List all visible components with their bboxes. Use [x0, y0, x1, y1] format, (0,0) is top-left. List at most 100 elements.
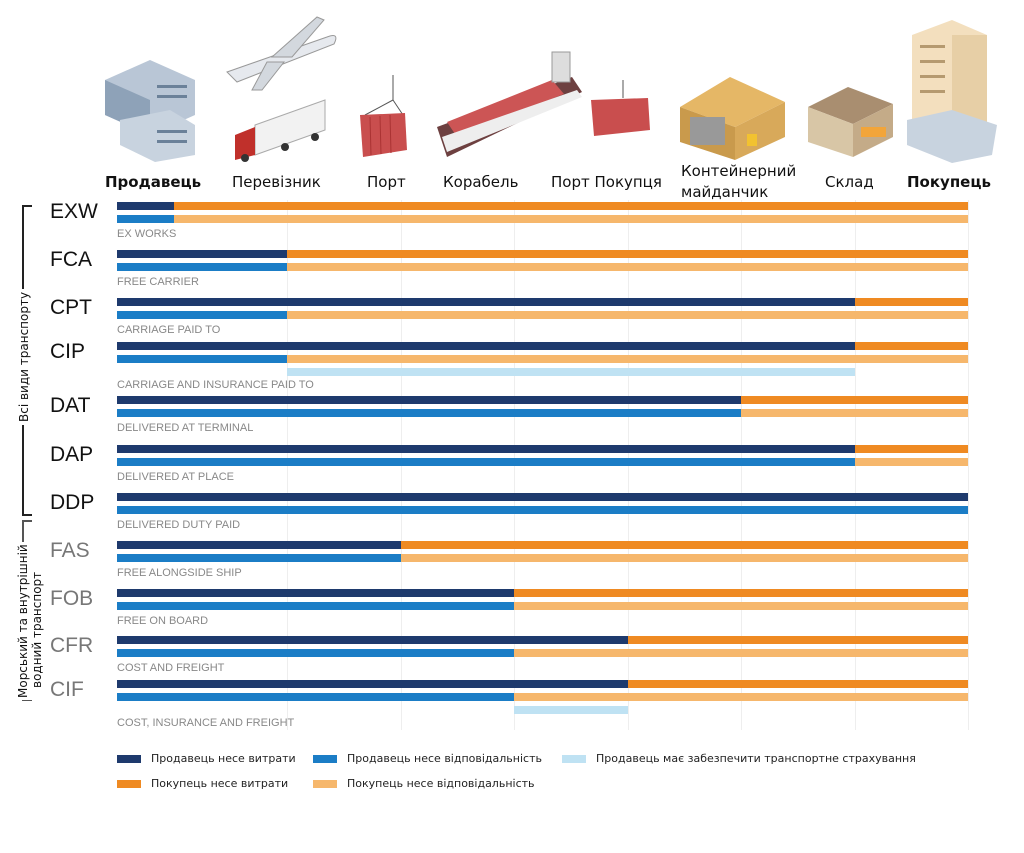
seller-risk-bar	[117, 506, 968, 514]
seller-risk-bar	[117, 263, 288, 271]
stage-label: Покупець	[907, 173, 991, 191]
term-name: COST, INSURANCE AND FREIGHT	[117, 717, 295, 729]
term-name: CARRIAGE AND INSURANCE PAID TO	[117, 379, 314, 391]
buyer-risk-bar	[173, 215, 968, 223]
buyer-cost-bar	[287, 250, 968, 258]
insurance-bar	[287, 368, 855, 376]
airplane-icon	[226, 16, 337, 91]
term-name: DELIVERED AT TERMINAL	[117, 422, 254, 434]
swatch-buyer-risk	[313, 779, 337, 788]
term-code: CIF	[50, 678, 84, 701]
seller-risk-bar	[117, 649, 515, 657]
buyer-cost-bar	[514, 589, 968, 597]
stage-label: Склад	[825, 173, 874, 191]
truck-icon	[235, 99, 326, 162]
sea-label-line2: водний транспорт	[30, 571, 44, 688]
term-name: DELIVERED DUTY PAID	[117, 519, 241, 531]
seller-risk-bar	[117, 215, 174, 223]
cargo-ship-icon	[437, 51, 582, 157]
seller-risk-bar	[117, 458, 855, 466]
seller-risk-bar	[117, 355, 288, 363]
swatch-insurance	[562, 754, 586, 763]
seller-risk-bar	[117, 409, 742, 417]
legend-label: Покупець несе відповідальність	[347, 777, 535, 790]
term-code: EXW	[50, 200, 98, 223]
term-name: COST AND FREIGHT	[117, 662, 225, 674]
seller-building-icon	[105, 60, 195, 162]
legend-buyer-cost: Покупець несе витрати	[117, 777, 288, 790]
seller-cost-bar	[117, 202, 174, 210]
seller-risk-bar	[117, 554, 401, 562]
stage-label: Порт Покупця	[551, 173, 662, 191]
buyer-cost-bar	[854, 445, 968, 453]
stage-label: Порт	[367, 173, 406, 191]
insurance-bar	[514, 706, 628, 714]
buyer-port-container-icon	[591, 80, 650, 136]
container-yard-icon	[680, 77, 785, 160]
buyer-cost-bar	[627, 636, 968, 644]
legend-label: Покупець несе витрати	[151, 777, 289, 790]
seller-cost-bar	[117, 342, 855, 350]
legend-label: Продавець несе витрати	[151, 752, 296, 765]
term-code: FAS	[50, 539, 90, 562]
buyer-cost-bar	[854, 342, 968, 350]
buyer-risk-bar	[854, 458, 968, 466]
sea-label-line1: Морський та внутрішній	[16, 544, 30, 698]
port-container-icon	[360, 75, 407, 157]
buyer-risk-bar	[287, 311, 968, 319]
seller-risk-bar	[117, 311, 288, 319]
buyer-risk-bar	[287, 355, 968, 363]
term-name: CARRIAGE PAID TO	[117, 324, 221, 336]
legend-seller-risk: Продавець несе відповідальність	[313, 752, 542, 765]
stage-label: Продавець	[105, 173, 202, 191]
all-transport-label: Всі види транспорту	[17, 288, 31, 425]
term-code: DDP	[50, 491, 95, 514]
buyer-cost-bar	[400, 541, 968, 549]
seller-cost-bar	[117, 250, 288, 258]
buyer-risk-bar	[400, 554, 968, 562]
legend-seller-cost: Продавець несе витрати	[117, 752, 296, 765]
term-name: FREE ALONGSIDE SHIP	[117, 567, 242, 579]
seller-cost-bar	[117, 396, 742, 404]
seller-risk-bar	[117, 602, 515, 610]
buyer-cost-bar	[627, 680, 968, 688]
term-code: DAT	[50, 394, 91, 417]
stage-label: Корабель	[443, 173, 519, 191]
legend-buyer-risk: Покупець несе відповідальність	[313, 777, 535, 790]
legend-label: Продавець несе відповідальність	[347, 752, 542, 765]
buyer-risk-bar	[514, 693, 968, 701]
buyer-risk-bar	[741, 409, 968, 417]
seller-cost-bar	[117, 589, 515, 597]
buyer-risk-bar	[514, 602, 968, 610]
seller-risk-bar	[117, 693, 515, 701]
swatch-buyer-cost	[117, 779, 141, 788]
buyer-cost-bar	[854, 298, 968, 306]
seller-cost-bar	[117, 445, 855, 453]
legend-insurance: Продавець має забезпечити транспортне ст…	[562, 752, 916, 765]
stage-label: Перевізник	[232, 173, 321, 191]
term-code: FCA	[50, 248, 92, 271]
grid-line	[968, 200, 969, 730]
swatch-seller-risk	[313, 754, 337, 763]
buyer-risk-bar	[287, 263, 968, 271]
buyer-cost-bar	[173, 202, 968, 210]
term-name: EX WORKS	[117, 228, 177, 240]
term-code: CPT	[50, 296, 92, 319]
buyer-building-icon	[907, 20, 997, 163]
sea-transport-label: Морський та внутрішній водний транспорт	[16, 542, 44, 700]
term-code: DAP	[50, 443, 94, 466]
stage-label: Контейнерний майданчик	[681, 162, 797, 201]
seller-cost-bar	[117, 298, 855, 306]
seller-cost-bar	[117, 493, 968, 501]
buyer-risk-bar	[514, 649, 968, 657]
buyer-cost-bar	[741, 396, 968, 404]
term-code: CIP	[50, 340, 86, 363]
swatch-seller-cost	[117, 754, 141, 763]
seller-cost-bar	[117, 680, 628, 688]
term-code: FOB	[50, 587, 94, 610]
seller-cost-bar	[117, 636, 628, 644]
term-name: FREE ON BOARD	[117, 615, 209, 627]
seller-cost-bar	[117, 541, 401, 549]
legend-label: Продавець має забезпечити транспортне ст…	[596, 752, 916, 765]
